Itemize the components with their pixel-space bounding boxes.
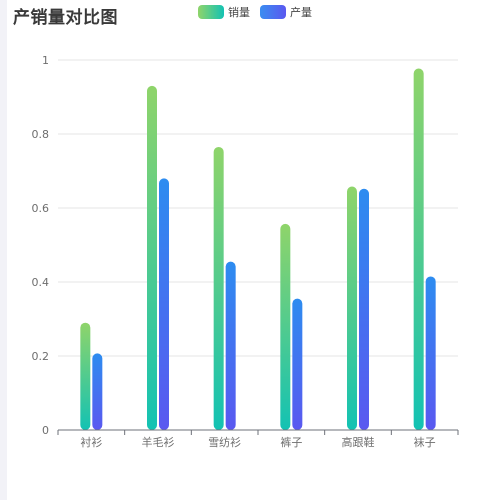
bar-production[interactable] bbox=[92, 353, 103, 430]
x-axis: 衬衫 羊毛衫 雪纺衫 裤子 高跟鞋 袜子 bbox=[57, 429, 459, 449]
bar-production[interactable] bbox=[359, 188, 369, 430]
y-tick-label: 0 bbox=[42, 424, 49, 437]
y-tick-label: 0.8 bbox=[32, 128, 50, 141]
bar-sales[interactable] bbox=[213, 146, 224, 430]
x-tick-label: 裤子 bbox=[280, 435, 302, 449]
bar-production[interactable] bbox=[225, 261, 236, 430]
x-tick-label: 高跟鞋 bbox=[342, 435, 375, 449]
chart-legend: 销量 产量 bbox=[198, 4, 322, 20]
legend-item-production[interactable]: 产量 bbox=[260, 4, 312, 20]
bar-production[interactable] bbox=[425, 276, 436, 430]
grid-lines bbox=[58, 59, 458, 357]
bar-sales[interactable] bbox=[413, 68, 424, 430]
legend-label-sales: 销量 bbox=[228, 6, 250, 19]
x-tick-label: 羊毛衫 bbox=[142, 435, 175, 449]
bar-production[interactable] bbox=[159, 178, 169, 430]
legend-swatch-production bbox=[260, 5, 286, 19]
x-tick-label: 雪纺衫 bbox=[208, 435, 241, 449]
y-tick-label: 0.6 bbox=[32, 202, 50, 215]
bar-sales[interactable] bbox=[280, 223, 291, 430]
bar-sales[interactable] bbox=[347, 186, 357, 430]
bar-sales[interactable] bbox=[80, 322, 91, 430]
legend-label-production: 产量 bbox=[290, 6, 312, 19]
x-tick-label: 袜子 bbox=[414, 435, 436, 449]
legend-item-sales[interactable]: 销量 bbox=[198, 4, 250, 20]
bar-production[interactable] bbox=[292, 298, 303, 430]
bars bbox=[80, 68, 436, 431]
legend-swatch-sales bbox=[198, 5, 224, 19]
y-tick-label: 0.2 bbox=[32, 350, 50, 363]
y-tick-label: 1 bbox=[42, 54, 49, 67]
left-border-strip bbox=[0, 0, 7, 500]
chart-title: 产销量对比图 bbox=[13, 8, 118, 28]
y-axis-ticks: 0 0.2 0.4 0.6 0.8 1 bbox=[32, 54, 50, 437]
bar-sales[interactable] bbox=[147, 85, 157, 431]
x-tick-label: 衬衫 bbox=[80, 436, 102, 449]
y-tick-label: 0.4 bbox=[32, 276, 50, 289]
